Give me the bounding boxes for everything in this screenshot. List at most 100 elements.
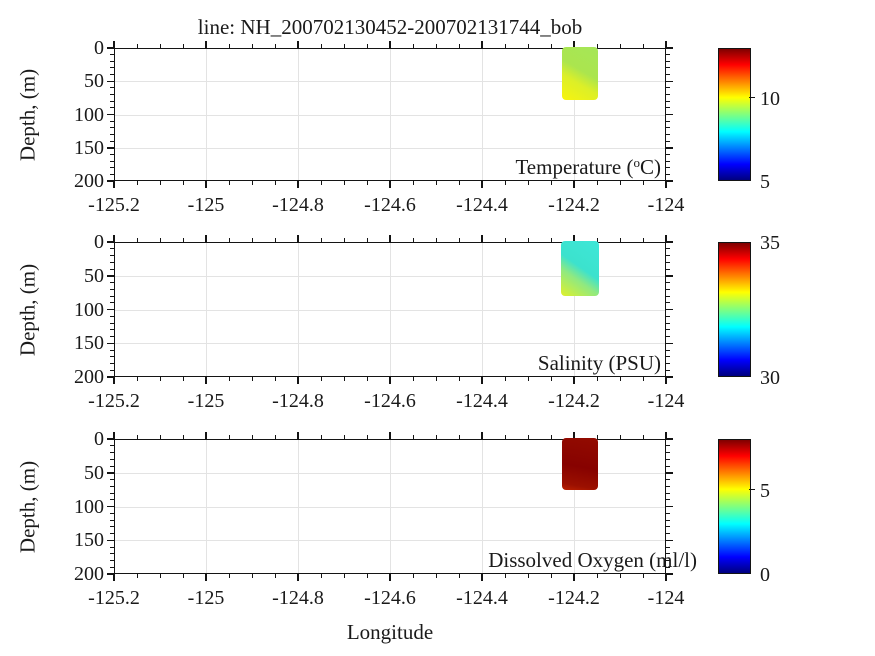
axis-minor-tick bbox=[666, 54, 670, 56]
x-axis-label: Longitude bbox=[346, 620, 434, 644]
axis-minor-tick bbox=[642, 435, 644, 439]
colorbar-tick-label: 35 bbox=[760, 232, 780, 254]
axis-minor-tick bbox=[251, 44, 253, 48]
axis-minor-tick bbox=[251, 574, 253, 578]
figure-title: line: NH_200702130452-200702131744_bob bbox=[197, 15, 583, 39]
axis-tick bbox=[297, 574, 299, 581]
axis-minor-tick bbox=[527, 574, 529, 578]
axis-minor-tick bbox=[527, 44, 529, 48]
x-tick-label: -124.8 bbox=[272, 194, 324, 216]
axis-minor-tick bbox=[666, 107, 670, 109]
axis-minor-tick bbox=[110, 302, 114, 304]
axis-minor-tick bbox=[110, 268, 114, 270]
axis-minor-tick bbox=[110, 349, 114, 351]
axis-minor-tick bbox=[550, 435, 552, 439]
axis-minor-tick bbox=[666, 560, 670, 561]
axis-tick bbox=[573, 432, 575, 439]
axis-minor-tick bbox=[343, 435, 345, 439]
axis-minor-tick bbox=[666, 302, 670, 304]
axis-minor-tick bbox=[666, 445, 670, 447]
axis-minor-tick bbox=[412, 574, 414, 578]
axis-minor-tick bbox=[666, 363, 670, 364]
axis-minor-tick bbox=[110, 261, 114, 263]
x-tick-label: -124.2 bbox=[548, 390, 600, 412]
y-axis-label: Depth, (m) bbox=[15, 68, 40, 161]
x-tick-label: -124.8 bbox=[272, 390, 324, 412]
axis-minor-tick bbox=[110, 54, 114, 56]
axis-minor-tick bbox=[110, 322, 114, 324]
colorbar-tick bbox=[749, 96, 755, 99]
axis-minor-tick bbox=[110, 336, 114, 337]
axis-minor-tick bbox=[343, 377, 345, 381]
axis-minor-tick bbox=[666, 356, 670, 358]
colorbar-tick-label: 10 bbox=[760, 87, 780, 110]
axis-tick bbox=[297, 235, 299, 242]
axis-minor-tick bbox=[159, 377, 161, 381]
axis-tick bbox=[666, 147, 673, 149]
y-axis-label: Depth, (m) bbox=[15, 263, 40, 356]
axis-minor-tick bbox=[666, 153, 670, 155]
axis-tick bbox=[107, 113, 114, 116]
axis-minor-tick bbox=[110, 60, 114, 62]
axis-minor-tick bbox=[228, 44, 230, 48]
axis-minor-tick bbox=[343, 238, 345, 242]
x-tick-label: -125.2 bbox=[88, 587, 140, 609]
x-tick-label: -124.6 bbox=[364, 194, 416, 216]
axis-tick bbox=[389, 41, 391, 48]
axis-tick bbox=[107, 241, 114, 243]
axis-minor-tick bbox=[666, 322, 670, 324]
axis-minor-tick bbox=[110, 315, 114, 317]
salinity-panel-label: Salinity (PSU) bbox=[538, 351, 661, 375]
x-tick-label: -124 bbox=[647, 390, 685, 412]
axis-minor-tick bbox=[110, 173, 114, 175]
axis-minor-tick bbox=[110, 553, 114, 555]
axis-minor-tick bbox=[110, 566, 114, 568]
axis-minor-tick bbox=[320, 574, 322, 578]
axis-minor-tick bbox=[550, 44, 552, 48]
axis-minor-tick bbox=[504, 238, 506, 242]
axis-minor-tick bbox=[228, 238, 230, 242]
x-tick-label: -125.2 bbox=[88, 390, 140, 412]
y-tick-label: 0 bbox=[94, 231, 104, 253]
axis-minor-tick bbox=[412, 181, 414, 185]
axis-minor-tick bbox=[110, 74, 114, 76]
axis-tick bbox=[666, 376, 673, 378]
axis-minor-tick bbox=[412, 44, 414, 48]
axis-minor-tick bbox=[110, 458, 114, 460]
axis-minor-tick bbox=[596, 377, 598, 381]
axis-minor-tick bbox=[435, 574, 437, 578]
axis-minor-tick bbox=[596, 435, 598, 439]
axis-minor-tick bbox=[666, 268, 670, 270]
y-tick-label: 0 bbox=[94, 428, 104, 450]
axis-tick bbox=[113, 181, 115, 188]
axis-minor-tick bbox=[274, 181, 276, 185]
axis-tick bbox=[665, 235, 667, 242]
axis-tick bbox=[113, 41, 115, 48]
axis-minor-tick bbox=[110, 519, 114, 521]
axis-tick bbox=[107, 573, 114, 575]
axis-minor-tick bbox=[504, 377, 506, 381]
axis-minor-tick bbox=[136, 435, 138, 439]
axis-minor-tick bbox=[642, 238, 644, 242]
axis-minor-tick bbox=[458, 377, 460, 381]
y-tick-label: 50 bbox=[84, 264, 104, 287]
axis-minor-tick bbox=[435, 238, 437, 242]
salinity-label-part: Salinity (PSU) bbox=[537, 351, 661, 375]
axis-minor-tick bbox=[228, 377, 230, 381]
axis-minor-tick bbox=[320, 377, 322, 381]
axis-minor-tick bbox=[619, 238, 621, 242]
axis-tick bbox=[205, 574, 207, 581]
axis-minor-tick bbox=[110, 465, 114, 467]
axis-minor-tick bbox=[274, 377, 276, 381]
axis-minor-tick bbox=[136, 574, 138, 578]
axis-tick bbox=[107, 47, 114, 49]
axis-minor-tick bbox=[274, 435, 276, 439]
axis-minor-tick bbox=[320, 44, 322, 48]
axis-minor-tick bbox=[666, 526, 670, 528]
x-tick-label: -124.6 bbox=[364, 390, 416, 412]
axis-minor-tick bbox=[343, 44, 345, 48]
x-tick-label: -124.8 bbox=[272, 587, 324, 609]
axis-minor-tick bbox=[666, 485, 670, 487]
axis-minor-tick bbox=[666, 160, 670, 162]
axis-tick bbox=[573, 41, 575, 48]
